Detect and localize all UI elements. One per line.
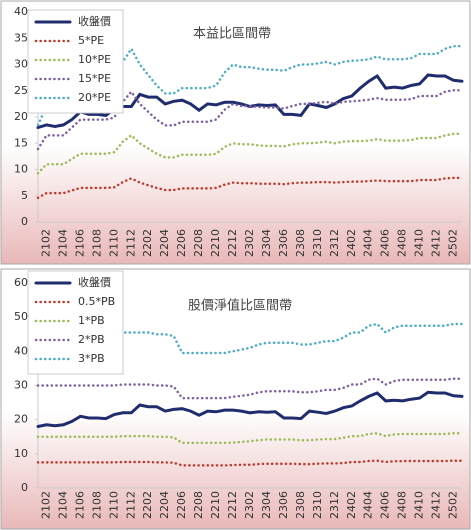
x-tick-label: 2106 (73, 229, 86, 257)
x-tick-label: 2202 (141, 229, 154, 257)
legend-box (27, 270, 124, 375)
y-tick-label: 30 (14, 379, 28, 392)
x-tick-label: 2302 (243, 491, 256, 519)
legend-label: 1*PB (78, 314, 105, 327)
x-tick-label: 2312 (328, 229, 341, 257)
y-tick-label: 25 (14, 84, 28, 97)
x-tick-label: 2204 (158, 229, 171, 257)
y-tick-label: 10 (14, 163, 28, 176)
x-tick-label: 2412 (430, 229, 443, 257)
legend-label: 2*PB (78, 333, 105, 346)
x-tick-label: 2410 (413, 491, 426, 519)
y-tick-label: 30 (14, 58, 28, 71)
x-tick-label: 2304 (260, 491, 273, 519)
x-tick-label: 2208 (192, 229, 205, 257)
series-line (36, 176, 464, 200)
y-tick-label: 40 (14, 5, 28, 18)
chart-title: 股價淨值比區間帶 (188, 298, 292, 314)
x-tick-label: 2102 (39, 491, 52, 519)
chart: 0 5 10 15 20 25 30 35 40 2102 2104 2106 2108 2110 2112… (0, 0, 471, 265)
x-tick-label: 2112 (124, 229, 137, 257)
x-tick-label: 2210 (209, 229, 222, 257)
x-tick-label: 2402 (345, 491, 358, 519)
x-tick-label: 2406 (379, 491, 392, 519)
x-tick-label: 2204 (158, 491, 171, 519)
x-tick-label: 2108 (90, 229, 103, 257)
x-tick-label: 2212 (226, 229, 239, 257)
y-tick-label: 50 (14, 310, 28, 323)
x-tick-label: 2308 (294, 491, 307, 519)
y-tick-label: 5 (21, 189, 28, 202)
legend-label: 5*PE (78, 34, 104, 47)
y-tick-label: 20 (14, 413, 28, 426)
y-tick-label: 35 (14, 31, 28, 44)
x-tick-label: 2310 (311, 229, 324, 257)
x-tick-label: 2306 (277, 491, 290, 519)
x-tick-label: 2206 (175, 229, 188, 257)
legend-box (27, 9, 124, 114)
x-tick-label: 2208 (192, 491, 205, 519)
x-tick-label: 2502 (447, 491, 460, 519)
x-tick-label: 2312 (328, 491, 341, 519)
x-tick-label: 2108 (90, 491, 103, 519)
chart-title: 本益比區間帶 (193, 27, 271, 42)
x-tick-label: 2404 (362, 491, 375, 519)
x-tick-label: 2306 (277, 229, 290, 257)
x-tick-label: 2110 (107, 491, 120, 519)
series-line (36, 132, 464, 175)
x-tick-label: 2502 (447, 229, 460, 257)
x-tick-label: 2408 (396, 491, 409, 519)
x-tick-label: 2206 (175, 491, 188, 519)
x-tick-label: 2202 (141, 491, 154, 519)
legend-label: 15*PE (78, 72, 111, 85)
x-tick-label: 2308 (294, 229, 307, 257)
series-line (36, 459, 464, 467)
x-tick-label: 2402 (345, 229, 358, 257)
chart: 0 10 20 30 40 50 60 2102 2104 2106 2108 2110 2112 220… (0, 268, 471, 530)
x-tick-label: 2304 (260, 229, 273, 257)
legend-label: 3*PB (78, 352, 105, 365)
legend-label: 20*PE (78, 91, 111, 104)
legend-label: 10*PE (78, 53, 111, 66)
x-tick-label: 2210 (209, 491, 222, 519)
y-tick-label: 60 (14, 276, 28, 289)
x-tick-label: 2302 (243, 229, 256, 257)
x-tick-label: 2310 (311, 491, 324, 519)
series-line (36, 377, 464, 400)
x-tick-label: 2104 (56, 491, 69, 519)
x-tick-label: 2106 (73, 491, 86, 519)
x-tick-label: 2212 (226, 491, 239, 519)
x-tick-label: 2404 (362, 229, 375, 257)
legend-label: 收盤價 (78, 14, 111, 28)
x-tick-label: 2410 (413, 229, 426, 257)
legend-label: 0.5*PB (78, 295, 115, 308)
x-tick-label: 2412 (430, 491, 443, 519)
x-tick-label: 2406 (379, 229, 392, 257)
y-tick-label: 0 (21, 215, 28, 228)
y-tick-label: 15 (14, 136, 28, 149)
x-tick-label: 2104 (56, 229, 69, 257)
y-tick-label: 0 (21, 481, 28, 494)
series-line (36, 390, 464, 428)
x-tick-label: 2102 (39, 229, 52, 257)
series-line (36, 88, 464, 151)
y-tick-label: 40 (14, 344, 28, 357)
x-tick-label: 2408 (396, 229, 409, 257)
x-tick-label: 2112 (124, 491, 137, 519)
x-tick-label: 2110 (107, 229, 120, 257)
legend-label: 收盤價 (78, 275, 111, 289)
y-tick-label: 10 (14, 447, 28, 460)
y-tick-label: 20 (14, 110, 28, 123)
